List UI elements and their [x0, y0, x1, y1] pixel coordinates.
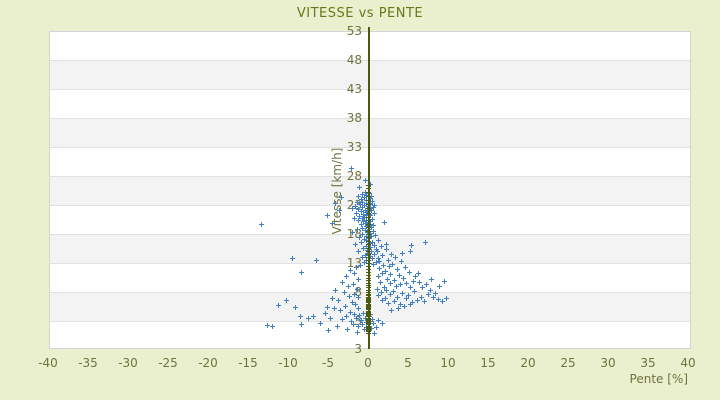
- plot-area: [49, 31, 691, 349]
- x-tick-label: 30: [600, 356, 616, 370]
- chart-title: VITESSE vs PENTE: [296, 6, 424, 21]
- x-tick-label: 10: [440, 356, 456, 370]
- y-tick-label: 43: [346, 82, 362, 96]
- y-tick-label: 3: [354, 314, 362, 328]
- x-axis-title: Pente [%]: [629, 372, 688, 386]
- x-tick-label: -20: [198, 356, 218, 370]
- y-tick-label: 33: [346, 140, 362, 154]
- x-tick-label: -25: [158, 356, 178, 370]
- y-tick-label: 3: [354, 342, 362, 356]
- x-tick-label: 25: [560, 356, 576, 370]
- x-tick-label: 15: [480, 356, 496, 370]
- x-tick-label: -10: [278, 356, 298, 370]
- y-tick-label: 53: [346, 24, 362, 38]
- y-tick-label: 48: [346, 53, 362, 67]
- x-tick-label: 35: [640, 356, 656, 370]
- x-tick-label: -30: [118, 356, 138, 370]
- y-tick-label: 13: [346, 256, 362, 270]
- y-tick-label: 8: [354, 285, 362, 299]
- x-tick-label: 0: [364, 356, 372, 370]
- x-tick-label: -15: [238, 356, 258, 370]
- y-tick-label: 28: [346, 169, 362, 183]
- x-tick-label: 5: [404, 356, 412, 370]
- y-tick-label: 38: [346, 111, 362, 125]
- x-tick-label: 20: [520, 356, 536, 370]
- x-tick-label: -35: [78, 356, 98, 370]
- x-tick-label: -5: [322, 356, 334, 370]
- x-tick-label: 40: [680, 356, 696, 370]
- zero-slope-axis-line: [368, 27, 370, 349]
- x-tick-label: -40: [38, 356, 58, 370]
